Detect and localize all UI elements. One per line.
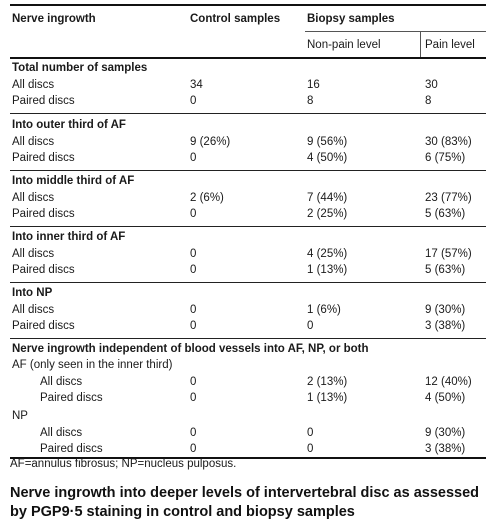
cell-non-pain: 7 (44%) xyxy=(307,192,348,204)
row-label: All discs xyxy=(12,136,55,148)
cell-control: 0 xyxy=(190,320,197,332)
cell-pain: 9 (30%) xyxy=(425,427,466,439)
section-title: Into inner third of AF xyxy=(12,231,126,243)
section-divider xyxy=(10,282,486,283)
cell-non-pain: 8 xyxy=(307,95,314,107)
cell-non-pain: 1 (6%) xyxy=(307,304,341,316)
section-title: Total number of samples xyxy=(12,62,148,74)
caption: Nerve ingrowth into deeper levels of int… xyxy=(10,485,480,520)
cell-pain: 17 (57%) xyxy=(425,248,472,260)
footnote: AF=annulus fibrosus; NP=nucleus pulposus… xyxy=(10,458,237,470)
cell-non-pain: 16 xyxy=(307,79,320,91)
cell-non-pain: 0 xyxy=(307,427,314,439)
cell-non-pain: 4 (50%) xyxy=(307,152,348,164)
table-top-rule xyxy=(10,4,486,6)
header-pain-level: Pain level xyxy=(425,39,475,51)
header-biopsy-samples: Biopsy samples xyxy=(307,13,395,25)
section-divider xyxy=(10,170,486,171)
cell-pain: 30 xyxy=(425,79,438,91)
row-label: Paired discs xyxy=(40,443,103,455)
cell-pain: 3 (38%) xyxy=(425,320,466,332)
cell-control: 0 xyxy=(190,208,197,220)
cell-pain: 12 (40%) xyxy=(425,376,472,388)
row-label: Paired discs xyxy=(40,392,103,404)
cell-control: 0 xyxy=(190,443,197,455)
cell-control: 34 xyxy=(190,79,203,91)
row-label: Paired discs xyxy=(12,320,75,332)
np-label: NP xyxy=(12,410,28,422)
row-label: All discs xyxy=(12,192,55,204)
cell-pain: 5 (63%) xyxy=(425,208,466,220)
header-non-pain-level: Non-pain level xyxy=(307,39,381,51)
cell-non-pain: 1 (13%) xyxy=(307,392,348,404)
section-title: Into NP xyxy=(12,287,53,299)
cell-non-pain: 2 (13%) xyxy=(307,376,348,388)
cell-non-pain: 9 (56%) xyxy=(307,136,348,148)
cell-pain: 4 (50%) xyxy=(425,392,466,404)
table-bottom-rule xyxy=(10,457,486,459)
cell-control: 2 (6%) xyxy=(190,192,224,204)
cell-pain: 3 (38%) xyxy=(425,443,466,455)
cell-non-pain: 0 xyxy=(307,443,314,455)
cell-control: 0 xyxy=(190,95,197,107)
cell-control: 0 xyxy=(190,264,197,276)
cell-pain: 23 (77%) xyxy=(425,192,472,204)
section-title: Into middle third of AF xyxy=(12,175,135,187)
cell-pain: 30 (83%) xyxy=(425,136,472,148)
biopsy-underline xyxy=(305,31,486,32)
cell-pain: 6 (75%) xyxy=(425,152,466,164)
af-label: AF (only seen in the inner third) xyxy=(12,359,173,371)
row-label: All discs xyxy=(12,304,55,316)
subheader-divider xyxy=(420,31,421,57)
row-label: Paired discs xyxy=(12,264,75,276)
cell-non-pain: 0 xyxy=(307,320,314,332)
header-bottom-rule xyxy=(10,57,486,59)
cell-control: 0 xyxy=(190,304,197,316)
cell-control: 0 xyxy=(190,392,197,404)
cell-pain: 5 (63%) xyxy=(425,264,466,276)
cell-control: 9 (26%) xyxy=(190,136,231,148)
row-label: All discs xyxy=(12,79,55,91)
cell-control: 0 xyxy=(190,152,197,164)
row-label: Paired discs xyxy=(12,152,75,164)
row-label: All discs xyxy=(40,376,83,388)
row-label: Paired discs xyxy=(12,208,75,220)
cell-pain: 9 (30%) xyxy=(425,304,466,316)
section-divider xyxy=(10,113,486,114)
header-nerve-ingrowth: Nerve ingrowth xyxy=(12,13,96,25)
independent-title: Nerve ingrowth independent of blood vess… xyxy=(12,343,369,355)
cell-control: 0 xyxy=(190,427,197,439)
cell-non-pain: 4 (25%) xyxy=(307,248,348,260)
cell-pain: 8 xyxy=(425,95,432,107)
cell-control: 0 xyxy=(190,376,197,388)
section-divider xyxy=(10,226,486,227)
row-label: Paired discs xyxy=(12,95,75,107)
row-label: All discs xyxy=(40,427,83,439)
cell-non-pain: 1 (13%) xyxy=(307,264,348,276)
row-label: All discs xyxy=(12,248,55,260)
cell-control: 0 xyxy=(190,248,197,260)
cell-non-pain: 2 (25%) xyxy=(307,208,348,220)
header-control-samples: Control samples xyxy=(190,13,281,25)
section-divider xyxy=(10,338,486,339)
section-title: Into outer third of AF xyxy=(12,119,126,131)
